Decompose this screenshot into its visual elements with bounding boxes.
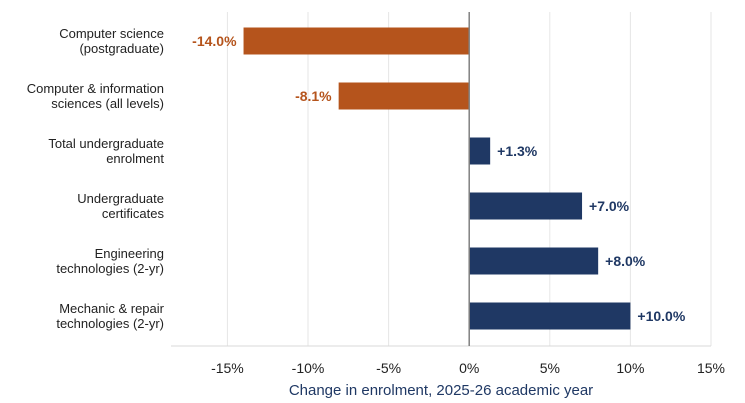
x-tick-label: 10% bbox=[616, 360, 644, 376]
x-axis-title: Change in enrolment, 2025-26 academic ye… bbox=[289, 382, 593, 399]
x-tick-label: -15% bbox=[211, 360, 244, 376]
labels: -14.0% Computer science (postgraduate) -8.1… bbox=[27, 26, 725, 376]
bar bbox=[469, 192, 583, 220]
data-label: +8.0% bbox=[605, 253, 646, 269]
bar bbox=[469, 247, 599, 275]
data-label: -14.0% bbox=[192, 33, 237, 49]
x-tick-label: 5% bbox=[540, 360, 560, 376]
category-label: Mechanic & repair technologies (2-yr) bbox=[56, 301, 164, 331]
data-label: -8.1% bbox=[295, 88, 332, 104]
data-label: +1.3% bbox=[497, 143, 538, 159]
bars bbox=[243, 27, 631, 330]
bar bbox=[243, 27, 470, 55]
gridlines bbox=[226, 12, 712, 346]
category-label: Computer science (postgraduate) bbox=[59, 26, 164, 56]
category-label: Computer & information sciences (all leve… bbox=[27, 81, 164, 111]
x-tick-label: 15% bbox=[697, 360, 725, 376]
x-tick-label: 0% bbox=[459, 360, 479, 376]
x-tick-label: -10% bbox=[292, 360, 325, 376]
bar bbox=[469, 302, 631, 330]
data-label: +7.0% bbox=[589, 198, 630, 214]
x-tick-label: -5% bbox=[376, 360, 401, 376]
bar bbox=[338, 82, 470, 110]
data-label: +10.0% bbox=[637, 308, 685, 324]
category-label: Undergraduate certificates bbox=[77, 191, 164, 221]
bar bbox=[469, 137, 491, 165]
category-label: Engineering technologies (2-yr) bbox=[56, 246, 164, 276]
axes bbox=[171, 12, 711, 347]
category-label: Total undergraduate enrolment bbox=[48, 136, 164, 166]
